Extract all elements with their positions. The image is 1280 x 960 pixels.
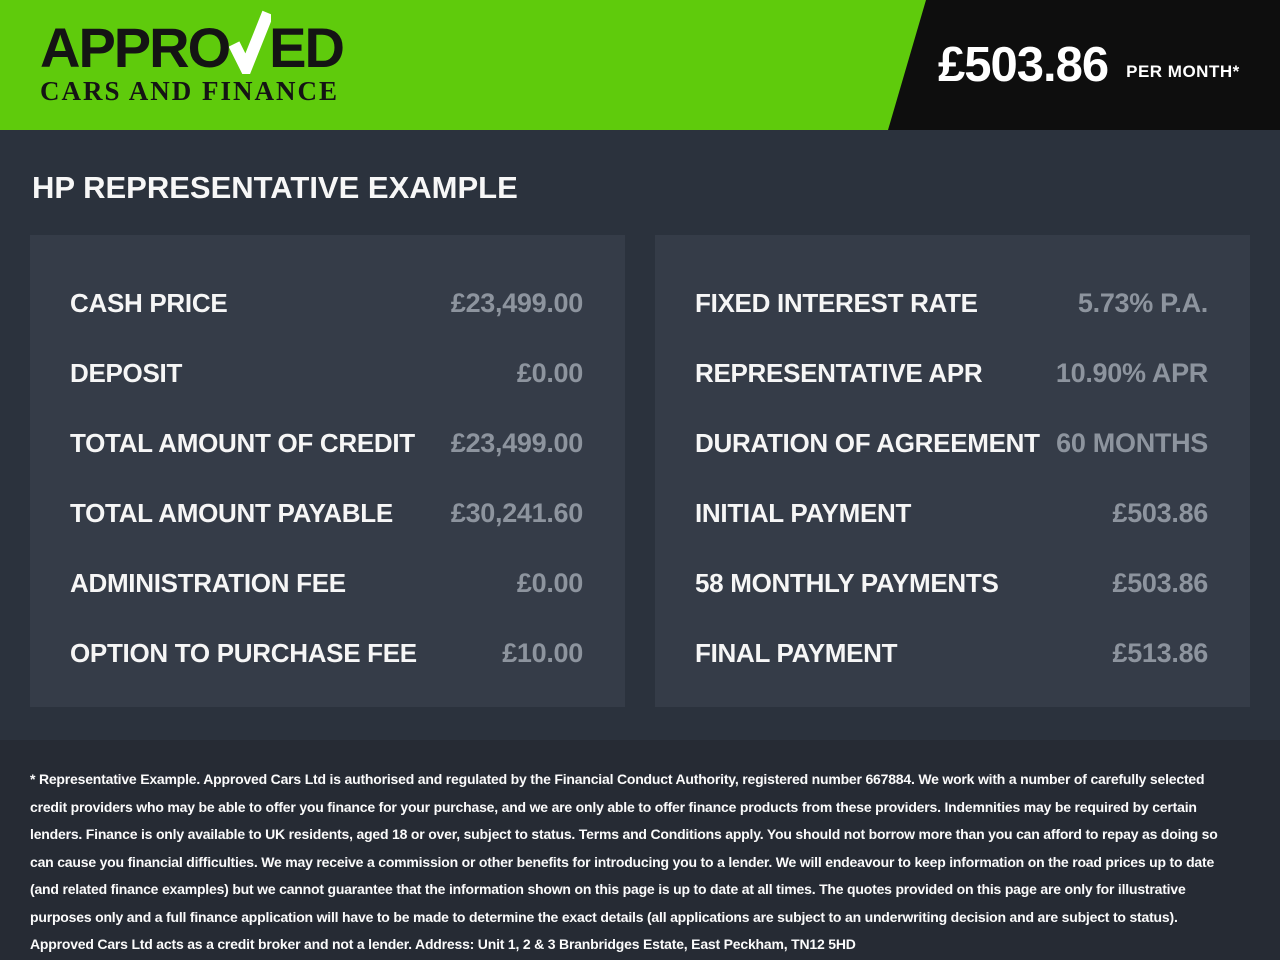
finance-row-deposit: DEPOSIT £0.00 [70,338,583,408]
legal-disclaimer-text: * Representative Example. Approved Cars … [30,771,1218,952]
finance-row-total-credit: TOTAL AMOUNT OF CREDIT £23,499.00 [70,408,583,478]
finance-row-cash-price: CASH PRICE £23,499.00 [70,268,583,338]
finance-value: £503.86 [1112,497,1209,528]
finance-row-option-fee: OPTION TO PURCHASE FEE £10.00 [70,618,583,688]
finance-label: FIXED INTEREST RATE [695,287,978,318]
finance-row-total-payable: TOTAL AMOUNT PAYABLE £30,241.60 [70,478,583,548]
brand-logo-wordmark: APPRO ED [40,10,345,83]
finance-value: 5.73% P.A. [1077,287,1208,318]
legal-footer: * Representative Example. Approved Cars … [0,740,1280,960]
finance-value: £503.86 [1112,567,1209,598]
brand-logo-word-start: APPRO [40,16,231,79]
finance-row-monthly-payments: 58 MONTHLY PAYMENTS £503.86 [695,548,1208,618]
finance-label: 58 MONTHLY PAYMENTS [695,567,999,598]
finance-value: £0.00 [516,567,583,598]
finance-row-duration: DURATION OF AGREEMENT 60 MONTHS [695,408,1208,478]
brand-logo[interactable]: APPRO ED CARS AND FINANCE [40,10,345,107]
finance-panel-right: FIXED INTEREST RATE 5.73% P.A. REPRESENT… [655,235,1250,707]
finance-value: 60 MONTHS [1056,427,1208,458]
monthly-price-suffix: PER MONTH* [1126,62,1240,81]
finance-value: £513.86 [1112,637,1209,668]
finance-panel-left: CASH PRICE £23,499.00 DEPOSIT £0.00 TOTA… [30,235,625,707]
check-icon [228,8,274,83]
finance-value: £0.00 [516,357,583,388]
finance-label: TOTAL AMOUNT OF CREDIT [70,427,415,458]
finance-value: £30,241.60 [450,497,583,528]
finance-row-interest-rate: FIXED INTEREST RATE 5.73% P.A. [695,268,1208,338]
finance-row-admin-fee: ADMINISTRATION FEE £0.00 [70,548,583,618]
finance-label: DURATION OF AGREEMENT [695,427,1040,458]
brand-logo-word-end: ED [269,16,345,79]
finance-value: £23,499.00 [450,427,583,458]
finance-row-initial-payment: INITIAL PAYMENT £503.86 [695,478,1208,548]
finance-label: TOTAL AMOUNT PAYABLE [70,497,393,528]
finance-label: INITIAL PAYMENT [695,497,912,528]
finance-label: DEPOSIT [70,357,183,388]
finance-label: ADMINISTRATION FEE [70,567,346,598]
finance-value: £23,499.00 [450,287,583,318]
finance-label: REPRESENTATIVE APR [695,357,983,388]
finance-example-panels: CASH PRICE £23,499.00 DEPOSIT £0.00 TOTA… [0,235,1280,707]
finance-row-apr: REPRESENTATIVE APR 10.90% APR [695,338,1208,408]
page-title: HP REPRESENTATIVE EXAMPLE [32,170,518,205]
finance-label: FINAL PAYMENT [695,637,898,668]
finance-value: £10.00 [502,637,583,668]
finance-value: 10.90% APR [1055,357,1208,388]
header-banner: APPRO ED CARS AND FINANCE £503.86 PER MON… [0,0,1280,130]
monthly-price: £503.86 [938,38,1109,92]
finance-row-final-payment: FINAL PAYMENT £513.86 [695,618,1208,688]
monthly-price-ribbon: £503.86 PER MONTH* [888,0,1280,130]
brand-logo-tagline: CARS AND FINANCE [40,76,340,106]
finance-label: CASH PRICE [70,287,228,318]
finance-label: OPTION TO PURCHASE FEE [70,637,417,668]
